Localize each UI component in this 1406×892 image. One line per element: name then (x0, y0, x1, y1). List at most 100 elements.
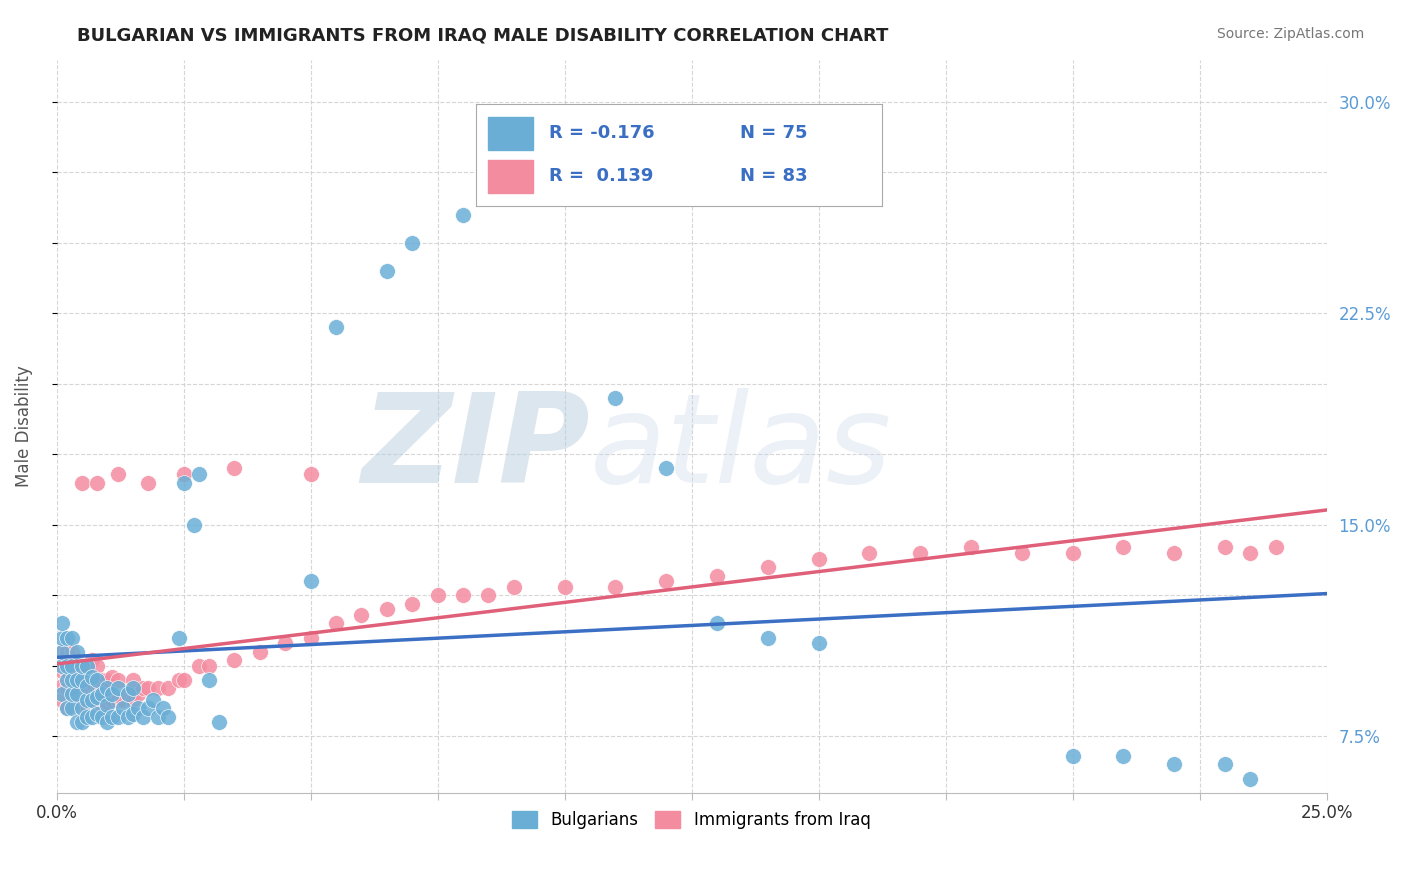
Point (70, 658, 93, 673)
Point (167, 631, 190, 645)
Point (96, 673, 118, 687)
Point (51, 679, 73, 693)
Point (477, 588, 499, 602)
Point (157, 681, 180, 696)
Y-axis label: Male Disability: Male Disability (15, 365, 32, 487)
Point (51, 645, 73, 659)
Point (70, 475, 93, 490)
Point (605, 580, 627, 594)
Point (101, 709, 124, 723)
Point (70, 658, 93, 673)
Point (60, 631, 83, 645)
Point (70, 679, 93, 693)
Point (111, 701, 134, 715)
Point (1239, 772, 1261, 786)
Point (127, 701, 149, 715)
Point (121, 681, 143, 696)
Point (51, 631, 73, 645)
Point (325, 616, 347, 631)
Point (51, 616, 73, 631)
Point (101, 692, 124, 706)
Point (706, 616, 728, 631)
Point (55, 631, 77, 645)
Point (401, 597, 423, 611)
Point (117, 709, 139, 723)
Point (60, 665, 83, 679)
Point (299, 467, 322, 481)
Point (96, 715, 118, 730)
Point (1062, 749, 1084, 764)
Point (706, 568, 728, 582)
Point (107, 673, 129, 687)
Point (60, 698, 83, 713)
Point (76, 679, 98, 693)
Point (55, 681, 77, 696)
Point (148, 681, 170, 696)
Point (451, 208, 474, 222)
Point (858, 546, 880, 560)
Point (96, 698, 118, 713)
Point (86, 706, 108, 721)
Point (76, 658, 98, 673)
Point (173, 673, 195, 687)
Point (132, 709, 155, 723)
Point (60, 701, 83, 715)
Point (96, 695, 118, 709)
Point (91, 698, 114, 713)
Point (91, 673, 114, 687)
Point (60, 673, 83, 687)
Point (350, 607, 373, 622)
Legend: Bulgarians, Immigrants from Iraq: Bulgarians, Immigrants from Iraq (506, 804, 877, 836)
Point (1011, 546, 1033, 560)
Point (224, 461, 246, 475)
Point (51, 658, 73, 673)
Point (187, 658, 209, 673)
Point (299, 574, 322, 589)
Point (107, 467, 129, 481)
Point (82, 709, 104, 723)
Point (1213, 757, 1236, 772)
Point (107, 692, 129, 706)
Point (198, 673, 221, 687)
Point (91, 687, 114, 701)
Point (224, 653, 246, 667)
Point (55, 701, 77, 715)
Point (82, 670, 104, 684)
Point (66, 687, 89, 701)
Point (55, 701, 77, 715)
Point (82, 692, 104, 706)
Point (655, 574, 678, 589)
Point (605, 391, 627, 405)
Point (70, 698, 93, 713)
Point (136, 681, 159, 696)
Point (1163, 546, 1185, 560)
Point (375, 264, 398, 278)
Point (55, 665, 77, 679)
Point (655, 461, 678, 475)
Point (426, 588, 449, 602)
Point (51, 692, 73, 706)
Point (51, 687, 73, 701)
Point (1163, 757, 1185, 772)
Point (136, 475, 159, 490)
Point (76, 698, 98, 713)
Point (107, 681, 129, 696)
Point (198, 658, 221, 673)
Point (82, 675, 104, 690)
Point (55, 658, 77, 673)
Point (121, 673, 143, 687)
Point (101, 687, 124, 701)
Point (208, 715, 231, 730)
Point (76, 709, 98, 723)
Point (51, 665, 73, 679)
Point (401, 235, 423, 250)
Point (756, 631, 779, 645)
Point (142, 692, 165, 706)
Point (51, 645, 73, 659)
Point (148, 709, 170, 723)
Point (299, 631, 322, 645)
Point (111, 692, 134, 706)
Point (60, 687, 83, 701)
Point (136, 701, 159, 715)
Point (66, 698, 89, 713)
